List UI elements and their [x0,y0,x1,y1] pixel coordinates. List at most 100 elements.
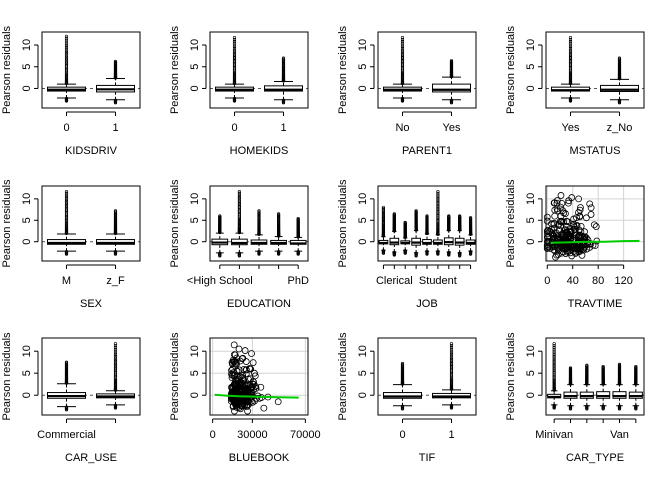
y-axis: 0 5 10 [357,345,375,398]
outlier-point [568,51,573,55]
plot-frame [209,31,309,109]
trend-line [550,239,640,244]
outlier-point [400,72,405,77]
outlier-point [400,41,405,45]
y-axis-label: Pearson residuals [169,179,181,268]
outlier-point [568,56,573,60]
box-2 [600,56,639,105]
x-tick-label: 70000 [290,429,321,441]
outlier-point [218,214,222,218]
scatter-point [231,407,238,415]
y-axis: 0 5 10 [21,345,39,398]
outlier-point [257,211,261,215]
plot-frame [377,31,477,109]
outlier-point [64,34,69,38]
panel-mstatus: 0 5 10 Pearson residuals MSTATUS Yes z_No [505,25,645,157]
x-axis-label: TIF [419,452,436,464]
outlier-point [64,360,69,364]
y-axis: 0 5 10 [357,39,375,92]
plot-frame [209,185,309,262]
outlier-point [64,220,69,224]
y-tick-label: 0 [21,85,33,91]
outlier-point [64,196,69,200]
outlier-point [552,361,556,365]
plot-frame [545,337,645,416]
outlier-point [237,221,241,225]
box-2 [96,59,135,105]
outlier-point [552,378,556,382]
outlier-point [552,380,556,384]
scatter-point [560,235,568,242]
scatter-point [242,370,250,378]
y-tick-label: 10 [357,345,369,357]
outlier-point [552,365,556,369]
outlier-point [381,215,386,219]
outlier-point [436,223,440,227]
scatter-point [543,230,551,238]
outlier-point [447,253,451,257]
outlier-point [381,209,386,213]
outlier-point [232,54,237,59]
outlier-point [64,57,69,61]
outlier-point [568,50,573,54]
trend-line [214,393,299,399]
y-tick-label: 0 [525,85,537,91]
x-tick-label: 1 [112,122,118,134]
scatter-point [570,215,578,223]
outlier-point [585,407,589,411]
outlier-point [436,206,440,210]
outlier-point [552,342,556,346]
outlier-point [232,56,237,60]
outlier-point [232,74,237,79]
scatter-point [251,372,259,380]
outlier-point [237,219,241,223]
y-tick-label: 0 [525,239,537,245]
outlier-point [400,39,405,43]
outlier-point [436,199,440,204]
scatter-point [553,199,561,207]
x-axis: Yes z_No [562,111,632,134]
box-1 [383,36,422,103]
outlier-point [64,55,69,59]
outlier-point [64,201,69,205]
outlier-point [449,351,454,355]
outlier-point [449,59,454,63]
outlier-point [436,221,440,225]
outlier-point [113,380,118,384]
outlier-point [64,221,69,225]
scatter-point [543,213,551,221]
plot-frame [545,185,645,262]
box-body [432,83,471,93]
outlier-point [232,43,237,47]
outlier-point [552,381,556,385]
outlier-point [381,211,386,215]
scatter-point [571,223,578,231]
scatter-point [238,355,246,363]
outlier-point [436,195,440,199]
outlier-point [277,212,281,216]
x-tick-label: No [395,122,409,134]
outlier-point [585,363,589,367]
scatter-point [577,228,585,236]
outlier-point [64,99,69,103]
scatter-point [230,341,238,349]
outlier-point [64,73,69,77]
y-tick-label: 5 [357,64,369,70]
y-tick-label: 5 [357,217,369,223]
outlier-point [552,406,556,410]
outlier-point [381,210,386,214]
scatter-point [230,372,238,380]
outlier-point [113,353,118,357]
outlier-point [381,212,386,216]
outlier-point [425,214,429,218]
outlier-point [568,366,573,370]
outlier-point [113,354,118,358]
outlier-point [64,218,69,222]
outlier-point [64,60,69,64]
x-axis: No Yes [395,111,461,134]
scatter-point [576,212,584,220]
scatter-point [582,214,590,222]
outlier-point [64,252,69,256]
